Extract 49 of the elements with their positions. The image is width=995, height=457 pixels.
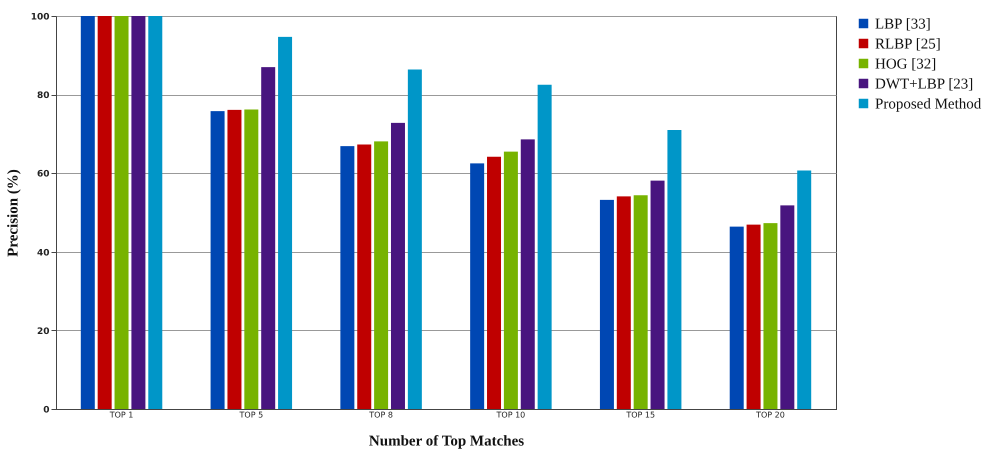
bar (746, 224, 761, 409)
bar (114, 16, 129, 409)
bar (227, 110, 242, 409)
y-tick-label: 100 (30, 12, 50, 22)
bar (244, 110, 258, 409)
legend-label: Proposed Method (875, 96, 982, 112)
bar (340, 146, 354, 409)
bar (797, 170, 812, 409)
bar (650, 180, 665, 409)
bar (520, 139, 535, 409)
bar (634, 195, 648, 409)
bar (148, 16, 162, 409)
x-tick-label: TOP 15 (625, 410, 656, 420)
bar (487, 156, 502, 409)
bar (261, 67, 276, 409)
bar (210, 111, 225, 409)
bar (80, 16, 95, 409)
x-tick-label: TOP 1 (108, 410, 134, 420)
bar (470, 163, 484, 409)
y-tick-label: 0 (43, 406, 50, 416)
x-tick-label: TOP 20 (755, 410, 785, 420)
bar (357, 144, 372, 409)
x-axis-title: Number of Top Matches (368, 434, 524, 450)
bar (616, 196, 631, 409)
bar (538, 84, 552, 409)
y-axis-title: Precision (%) (6, 169, 22, 257)
bar (98, 16, 112, 409)
bar (408, 69, 422, 409)
bar (504, 152, 518, 409)
bar (730, 226, 744, 409)
x-tick-label: TOP 5 (238, 410, 264, 420)
y-tick-label: 80 (36, 91, 50, 102)
bar (600, 200, 614, 409)
x-tick-label: TOP 10 (496, 410, 526, 420)
legend-label: DWT+LBP [23] (875, 76, 974, 92)
bar (667, 130, 682, 409)
bar (763, 223, 778, 409)
bar (374, 141, 388, 409)
bar (131, 16, 146, 409)
y-tick-label: 20 (36, 326, 50, 337)
legend-label: LBP [33] (875, 16, 931, 32)
bar (278, 36, 292, 409)
bar (390, 122, 405, 409)
y-tick-label: 40 (36, 248, 50, 258)
legend-label: HOG [32] (875, 56, 936, 72)
legend-label: RLBP [25] (875, 36, 941, 52)
x-tick-label: TOP 8 (368, 410, 393, 420)
y-tick-label: 60 (36, 170, 50, 180)
bar (780, 205, 794, 409)
